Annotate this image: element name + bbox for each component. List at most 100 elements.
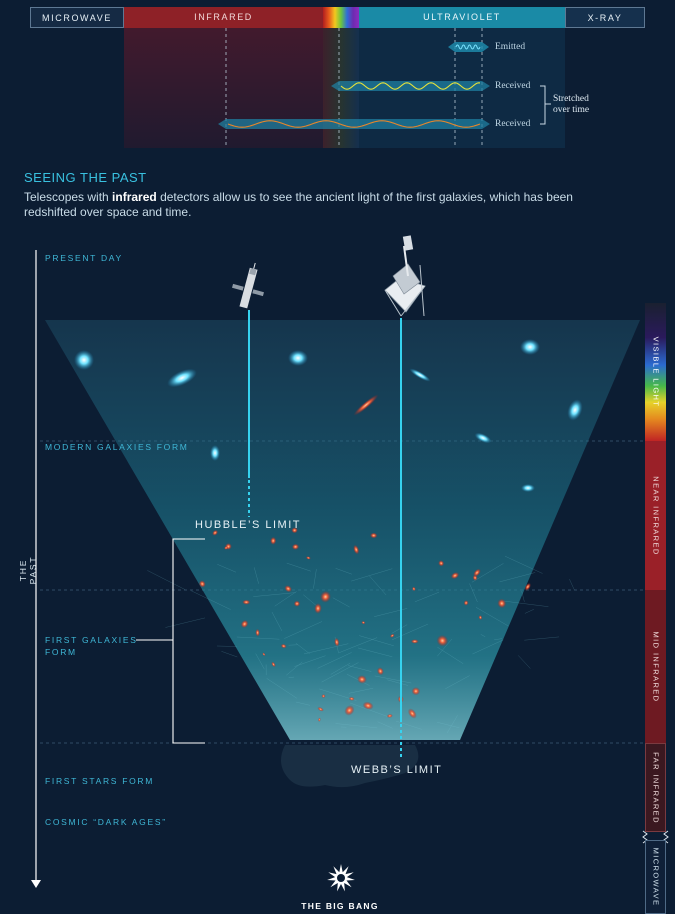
web-filament	[524, 636, 560, 641]
galaxy-distant	[280, 643, 287, 649]
web-filament	[294, 655, 326, 667]
era-first-stars: FIRST STARS FORM	[45, 776, 155, 786]
galaxy-redshifted	[353, 394, 379, 416]
web-filament	[165, 617, 206, 628]
received-wave-visible	[331, 81, 490, 91]
galaxy-distant	[524, 582, 531, 591]
galaxy-distant	[240, 619, 249, 629]
webb-limit-label: WEBB’S LIMIT	[351, 764, 443, 776]
galaxy-distant	[362, 701, 374, 710]
galaxy-distant	[438, 560, 445, 567]
galaxy-distant	[386, 713, 393, 718]
galaxy-near	[167, 368, 197, 388]
galaxy-near	[521, 484, 535, 492]
microwave-label: MICROWAVE	[651, 847, 660, 907]
galaxy-near	[474, 432, 492, 444]
web-filament	[339, 637, 378, 653]
near-infrared-label: NEAR INFRARED	[651, 475, 660, 556]
web-filament	[271, 612, 283, 631]
web-filament	[274, 591, 297, 607]
stretched-label: Stretched over time	[553, 94, 589, 116]
web-filament	[369, 575, 387, 596]
web-filament	[504, 556, 543, 574]
web-filament	[518, 655, 531, 669]
web-filament	[359, 635, 394, 646]
mid-infrared-label: MID INFRARED	[651, 631, 660, 702]
galaxy-distant	[334, 637, 340, 647]
galaxy-distant	[410, 639, 419, 644]
cosmic-web	[147, 556, 575, 734]
web-filament	[350, 702, 388, 717]
emitted-label: Emitted	[495, 42, 526, 52]
received-label-2: Received	[495, 119, 531, 129]
web-filament	[330, 662, 351, 675]
era-modern-galaxies: MODERN GALAXIES FORM	[45, 442, 189, 452]
web-filament	[216, 645, 237, 647]
web-filament	[253, 592, 296, 597]
web-filament	[469, 583, 478, 603]
big-bang-icon	[327, 864, 355, 892]
visible-light-label: VISIBLE LIGHT	[651, 336, 660, 408]
web-filament	[191, 590, 231, 610]
web-filament	[446, 715, 458, 734]
galaxy-near	[567, 399, 583, 421]
received-wave-infrared	[218, 119, 490, 129]
galaxy-distant	[407, 708, 417, 719]
galaxy-distant	[473, 568, 481, 577]
galaxy-distant	[317, 707, 324, 712]
web-filament	[524, 609, 534, 614]
hubble-limit-label: HUBBLE’S LIMIT	[195, 519, 301, 531]
galaxy-near	[409, 368, 431, 382]
era-first-galaxies-line1: FIRST GALAXIES	[45, 635, 138, 645]
vertical-mid-infrared: MID INFRARED	[645, 590, 666, 743]
galaxy-distant	[291, 527, 298, 534]
far-infrared-label: FAR INFRARED	[651, 751, 660, 824]
vertical-far-infrared: FAR INFRARED	[645, 743, 666, 832]
stretched-line-2: over time	[553, 105, 590, 115]
web-filament	[321, 662, 359, 683]
galaxy-distant	[450, 572, 460, 580]
section-heading: SEEING THE PAST	[24, 170, 147, 185]
galaxy-distant	[314, 603, 322, 614]
galaxy-distant	[463, 600, 469, 606]
galaxy-distant	[348, 696, 355, 701]
web-filament	[504, 600, 549, 607]
web-filament	[313, 569, 317, 589]
galaxy-distant	[262, 652, 266, 657]
era-first-galaxies-line2: FORM	[45, 647, 77, 657]
galaxy-near	[520, 339, 540, 355]
emitted-wave	[448, 42, 489, 52]
vertical-near-infrared: NEAR INFRARED	[645, 441, 666, 590]
galaxy-distant	[497, 598, 507, 609]
spectrum-xray: X-RAY	[565, 7, 645, 28]
spectrum-infrared: INFRARED	[124, 7, 323, 28]
galaxy-distant	[412, 586, 416, 592]
web-filament	[303, 643, 349, 655]
dark-ages-cloud	[281, 745, 419, 788]
spectrum-ultraviolet: ULTRAVIOLET	[359, 7, 565, 28]
web-filament	[436, 722, 460, 728]
era-dark-ages: COSMIC “DARK AGES”	[45, 817, 167, 827]
big-bang-label: THE BIG BANG	[301, 901, 379, 911]
spectrum-visible	[323, 7, 359, 28]
galaxy-distant	[389, 633, 395, 638]
galaxy-distant	[320, 590, 331, 603]
first-galaxies-bracket	[136, 538, 205, 744]
web-filament	[217, 564, 237, 573]
web-filament	[255, 653, 265, 670]
web-filament	[351, 568, 393, 582]
web-filament	[499, 572, 536, 583]
intro-bold: infrared	[112, 190, 157, 204]
web-filament	[437, 646, 464, 664]
galaxy-distant	[318, 717, 321, 722]
galaxy-distant	[270, 536, 277, 545]
galaxy-distant	[357, 675, 367, 684]
galaxy-distant	[198, 580, 206, 588]
web-filament	[475, 607, 509, 627]
web-filament	[332, 597, 350, 608]
web-filament	[221, 651, 238, 658]
web-filament	[569, 579, 575, 590]
web-filament	[521, 591, 525, 602]
galaxy-near	[74, 350, 94, 370]
